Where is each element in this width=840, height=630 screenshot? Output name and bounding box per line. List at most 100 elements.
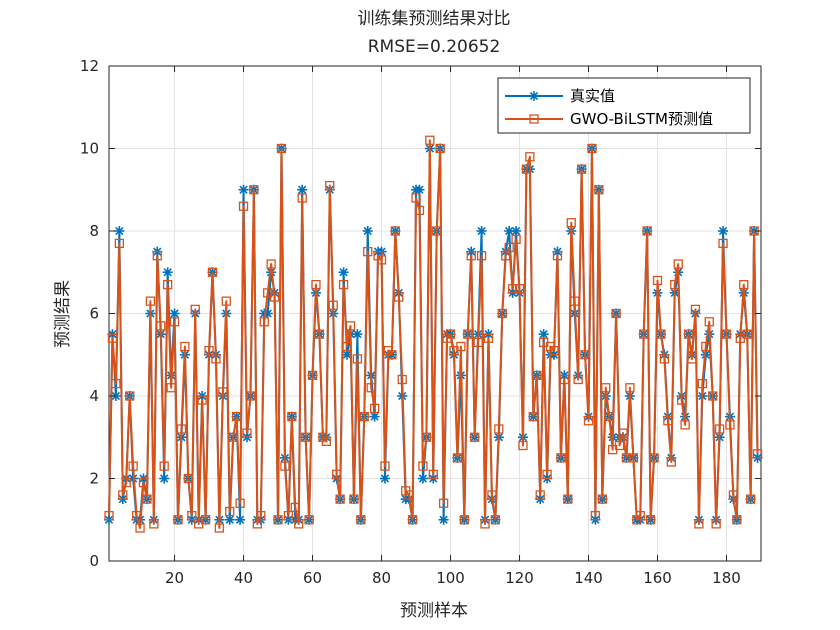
data-point	[404, 490, 414, 500]
data-point	[680, 420, 690, 430]
data-point	[642, 226, 652, 236]
data-point	[211, 354, 221, 364]
data-point	[121, 477, 131, 488]
data-point	[421, 432, 432, 442]
data-point	[732, 515, 742, 525]
data-point	[425, 135, 435, 145]
series-line	[108, 139, 759, 529]
chart-title: 训练集预测结果对比	[358, 9, 511, 29]
data-point	[532, 370, 542, 381]
data-point	[476, 226, 487, 236]
data-point	[635, 510, 645, 521]
data-point	[273, 515, 283, 525]
axis-ticks: 20 40 60 80 100 120 140 160 180 0 2 4 6 8 10 12	[80, 57, 761, 587]
data-point	[438, 514, 449, 525]
x-tick-label: 160	[643, 569, 672, 587]
x-tick-label: 140	[574, 569, 603, 587]
data-point	[470, 432, 480, 442]
data-point	[487, 490, 497, 500]
data-point	[466, 251, 476, 261]
data-point	[694, 519, 704, 529]
data-point	[235, 498, 245, 508]
chart-subtitle: RMSE=0.20652	[368, 37, 501, 57]
data-point	[649, 453, 659, 463]
data-point	[190, 304, 200, 315]
data-point	[494, 424, 504, 434]
y-axis-label: 预测结果	[53, 280, 73, 348]
data-point	[283, 510, 294, 521]
data-point	[535, 490, 545, 500]
data-point	[380, 461, 390, 471]
data-point	[708, 391, 718, 401]
data-point	[387, 350, 397, 360]
data-point	[704, 317, 714, 327]
data-point	[221, 296, 231, 306]
data-point	[563, 494, 573, 504]
data-point	[677, 395, 687, 405]
data-point	[183, 473, 193, 484]
data-point	[611, 308, 621, 319]
data-point	[325, 180, 335, 191]
data-point	[463, 329, 473, 339]
data-point	[480, 519, 490, 529]
legend-label-actual: 真实值	[570, 87, 615, 105]
data-point	[604, 411, 614, 422]
data-point	[145, 296, 156, 306]
data-point	[276, 143, 287, 154]
data-point	[297, 193, 307, 203]
data-point	[245, 391, 256, 401]
data-point	[256, 510, 266, 521]
data-point	[432, 226, 442, 236]
data-point	[628, 453, 639, 463]
data-point	[621, 453, 632, 463]
data-point	[414, 184, 425, 195]
data-point	[180, 341, 190, 352]
data-point	[218, 387, 228, 397]
legend-marker-actual	[529, 91, 539, 101]
data-point	[376, 255, 387, 265]
data-point	[573, 374, 583, 385]
data-point	[549, 345, 559, 356]
data-point	[362, 226, 373, 236]
data-point	[379, 473, 390, 484]
data-point	[752, 449, 763, 459]
data-point	[511, 234, 521, 244]
data-point	[173, 515, 183, 525]
data-point	[149, 519, 159, 529]
x-tick-label: 80	[372, 569, 391, 587]
data-point	[645, 515, 656, 525]
data-point	[207, 267, 218, 277]
data-point	[304, 515, 314, 525]
data-point	[235, 514, 246, 525]
data-point	[356, 515, 366, 525]
data-point	[559, 374, 570, 385]
data-point	[307, 370, 318, 381]
data-point	[114, 238, 124, 249]
data-point	[663, 416, 673, 426]
data-point	[428, 469, 438, 480]
data-point	[652, 275, 663, 286]
data-point	[514, 284, 525, 294]
data-point	[601, 383, 611, 393]
data-point	[280, 461, 290, 471]
x-tick-label: 40	[234, 569, 253, 587]
data-point	[552, 251, 563, 261]
data-point	[687, 354, 697, 364]
data-point	[369, 403, 380, 414]
data-point	[152, 251, 162, 261]
data-point	[476, 251, 487, 261]
data-point	[656, 329, 666, 339]
data-point	[746, 494, 756, 504]
data-point	[345, 321, 356, 331]
data-point	[507, 284, 518, 294]
data-point	[366, 383, 376, 393]
data-point	[542, 469, 552, 480]
data-point	[231, 411, 242, 422]
data-point	[166, 383, 176, 393]
data-point	[666, 457, 676, 467]
data-point	[390, 226, 400, 236]
data-point	[397, 374, 407, 385]
data-point	[701, 341, 711, 352]
data-point	[104, 510, 114, 521]
